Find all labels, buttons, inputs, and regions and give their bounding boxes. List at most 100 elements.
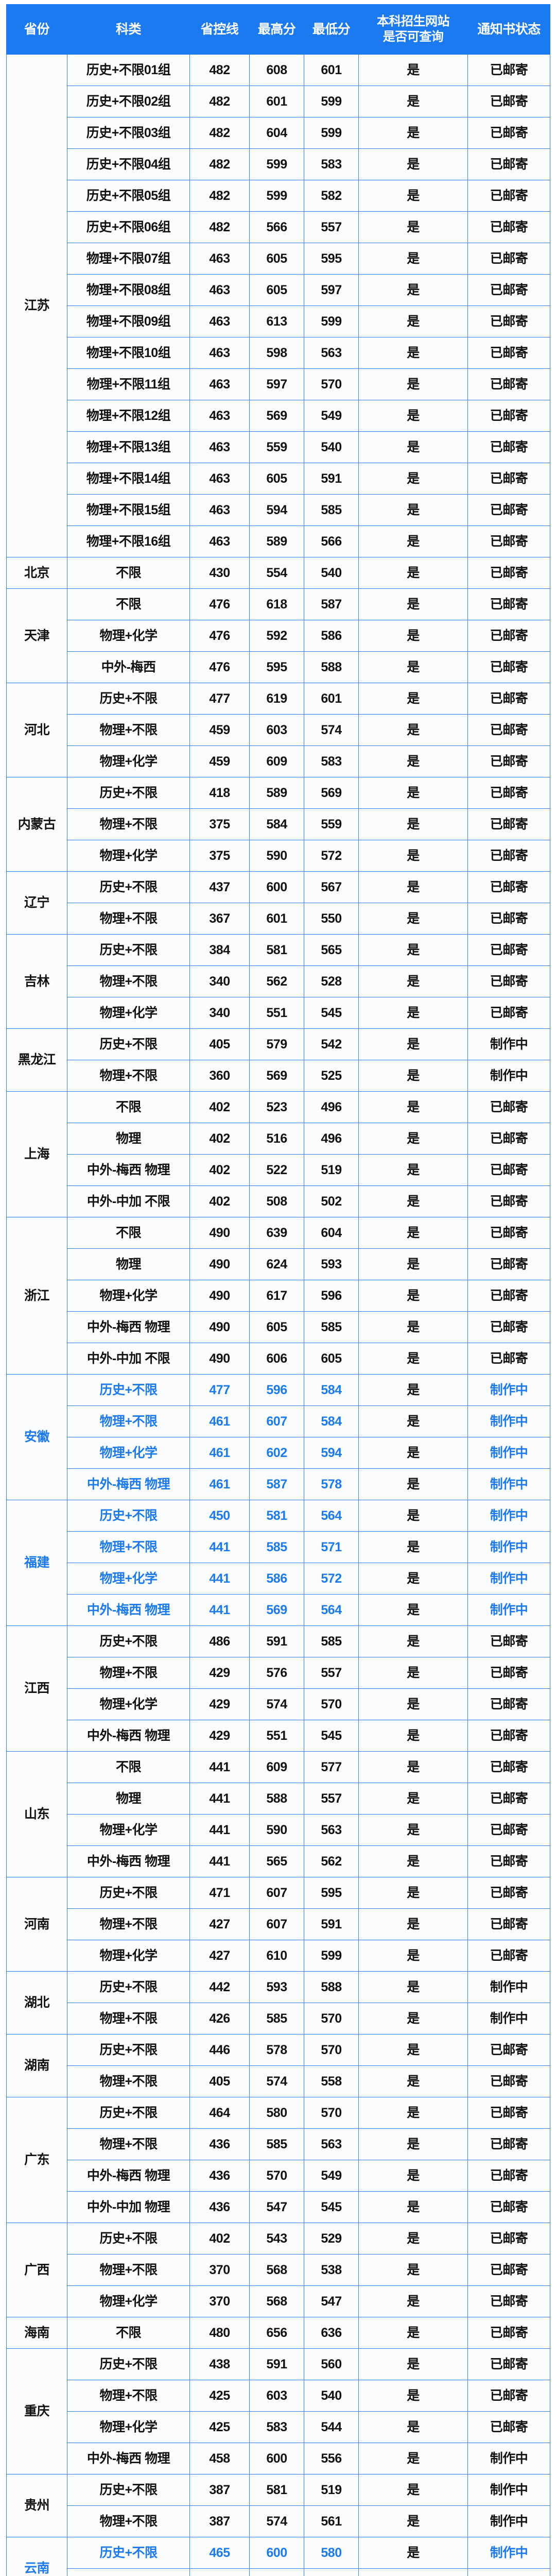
provincial-line-cell: 463 (189, 463, 250, 495)
table-row: 物理+不限 370 568 538 是已邮寄 (7, 2254, 550, 2286)
lowest-score-cell: 496 (304, 1091, 359, 1123)
subject-cell: 历史+不限 (67, 871, 190, 903)
highest-score-cell: 522 (249, 1154, 304, 1186)
website-queryable-cell: 是 (358, 180, 468, 212)
subject-cell: 物理+不限16组 (67, 526, 190, 557)
notice-status-cell: 已邮寄 (467, 2411, 550, 2443)
table-row: 物理+化学 441 586 572 是制作中 (7, 1563, 550, 1595)
highest-score-cell: 598 (249, 337, 304, 369)
provincial-line-cell: 461 (189, 1468, 250, 1500)
table-row: 江西 历史+不限 486 591 585 是已邮寄 (6, 1625, 550, 1752)
lowest-score-cell: 565 (304, 934, 359, 966)
website-queryable-cell: 是 (358, 2443, 468, 2475)
table-row: 物理+不限10组 463 598 563 是已邮寄 (7, 337, 550, 369)
website-queryable-cell: 是 (358, 620, 468, 652)
lowest-score-cell: 595 (304, 1877, 359, 1909)
notice-status-cell: 制作中 (467, 1468, 550, 1500)
lowest-score-cell: 544 (304, 2411, 359, 2443)
subject-cell: 物理+不限09组 (67, 306, 190, 337)
subject-cell: 物理+不限 (67, 903, 190, 935)
lowest-score-cell: 563 (304, 337, 359, 369)
lowest-score-cell: 547 (304, 2285, 359, 2317)
province-cell: 浙江 (6, 1217, 67, 1375)
table-row: 黑龙江 历史+不限 405 579 542 是制作中 (6, 1028, 550, 1092)
subject-cell: 不限 (67, 588, 190, 620)
subject-cell: 物理+不限11组 (67, 368, 190, 400)
notice-status-cell: 已邮寄 (467, 1248, 550, 1280)
table-row: 河南 历史+不限 471 607 595 是已邮寄 (6, 1877, 550, 1972)
subject-cell: 物理+不限 (67, 1405, 190, 1437)
table-row: 中外-中加 物理 436 547 545 是已邮寄 (7, 2191, 550, 2223)
table-row: 物理+不限12组 463 569 549 是已邮寄 (7, 400, 550, 432)
column-header-notice-status: 通知书状态 (467, 4, 550, 55)
provincial-line-cell: 430 (189, 2568, 250, 2576)
provincial-line-cell: 463 (189, 243, 250, 275)
highest-score-cell: 551 (249, 1720, 304, 1752)
lowest-score-cell: 601 (304, 54, 359, 86)
highest-score-cell: 600 (249, 2537, 304, 2569)
highest-score-cell: 569 (249, 1594, 304, 1626)
lowest-score-cell: 596 (304, 1280, 359, 1312)
website-queryable-cell: 是 (358, 368, 468, 400)
subject-cell: 历史+不限03组 (67, 117, 190, 149)
highest-score-cell: 569 (249, 400, 304, 432)
lowest-score-cell: 563 (304, 2128, 359, 2160)
lowest-score-cell: 574 (304, 714, 359, 746)
notice-status-cell: 已邮寄 (467, 2317, 550, 2349)
subject-cell: 物理+化学 (67, 1563, 190, 1595)
website-queryable-cell: 是 (358, 1625, 468, 1657)
table-row: 北京 不限 430 554 540 是已邮寄 (6, 557, 550, 589)
provincial-line-cell: 426 (189, 2003, 250, 2035)
provincial-line-cell: 480 (189, 2317, 250, 2349)
notice-status-cell: 已邮寄 (467, 274, 550, 306)
admission-score-table: 省份 科类 省控线 最高分 最低分 本科招生网站 是否可查询 通知书状态 江苏历… (6, 4, 550, 2576)
highest-score-cell: 569 (249, 1060, 304, 1092)
subject-cell: 历史+不限 (67, 1500, 190, 1532)
website-queryable-cell: 是 (358, 683, 468, 715)
provincial-line-cell: 425 (189, 2380, 250, 2412)
notice-status-cell: 已邮寄 (467, 243, 550, 275)
subject-cell: 历史+不限 (67, 2097, 190, 2129)
provincial-line-cell: 427 (189, 1908, 250, 1940)
table-row: 中外-梅西 物理 490 605 585 是已邮寄 (7, 1311, 550, 1343)
lowest-score-cell: 583 (304, 745, 359, 777)
notice-status-cell: 已邮寄 (467, 526, 550, 557)
website-queryable-cell: 是 (358, 1374, 468, 1406)
website-queryable-cell: 是 (358, 2254, 468, 2286)
website-queryable-cell: 是 (358, 1185, 468, 1217)
notice-status-cell: 已邮寄 (467, 1185, 550, 1217)
provincial-line-cell: 450 (189, 1500, 250, 1532)
lowest-score-cell: 559 (304, 808, 359, 840)
provincial-line-cell: 482 (189, 180, 250, 212)
header-row: 省份 科类 省控线 最高分 最低分 本科招生网站 是否可查询 通知书状态 (6, 4, 550, 55)
table-row: 物理 490 624 593 是已邮寄 (7, 1248, 550, 1280)
subject-cell: 中外-梅西 物理 (67, 1594, 190, 1626)
subject-cell: 不限 (67, 1217, 190, 1249)
website-queryable-cell: 是 (358, 1311, 468, 1343)
highest-score-cell: 656 (249, 2317, 304, 2349)
table-row: 贵州 历史+不限 387 581 519 是制作中 (6, 2474, 550, 2537)
subject-cell: 物理+化学 (67, 1437, 190, 1469)
table-row: 物理+不限 441 585 571 是制作中 (7, 1531, 550, 1563)
notice-status-cell: 已邮寄 (467, 1814, 550, 1846)
subject-cell: 物理+化学 (67, 1940, 190, 1972)
subject-cell: 历史+不限 (67, 1028, 190, 1060)
table-row: 云南 历史+不限 465 600 580 是制作中 (6, 2537, 550, 2576)
table-row: 物理+化学430603556是制作中 (7, 2568, 550, 2576)
highest-score-cell: 618 (249, 588, 304, 620)
table-row: 物理+不限 429 576 557 是已邮寄 (7, 1657, 550, 1689)
highest-score-cell: 605 (249, 243, 304, 275)
lowest-score-cell: 572 (304, 840, 359, 872)
notice-status-cell: 已邮寄 (467, 683, 550, 715)
website-queryable-cell: 是 (358, 86, 468, 117)
subject-cell: 历史+不限 (67, 2537, 190, 2569)
website-queryable-cell: 是 (358, 2380, 468, 2412)
website-queryable-cell: 是 (358, 808, 468, 840)
highest-score-cell: 551 (249, 997, 304, 1029)
subject-cell: 历史+不限 (67, 2348, 190, 2380)
provincial-line-cell: 464 (189, 2097, 250, 2129)
provincial-line-cell: 463 (189, 337, 250, 369)
provincial-line-cell: 405 (189, 1028, 250, 1060)
highest-score-cell: 590 (249, 840, 304, 872)
notice-status-cell: 已邮寄 (467, 714, 550, 746)
